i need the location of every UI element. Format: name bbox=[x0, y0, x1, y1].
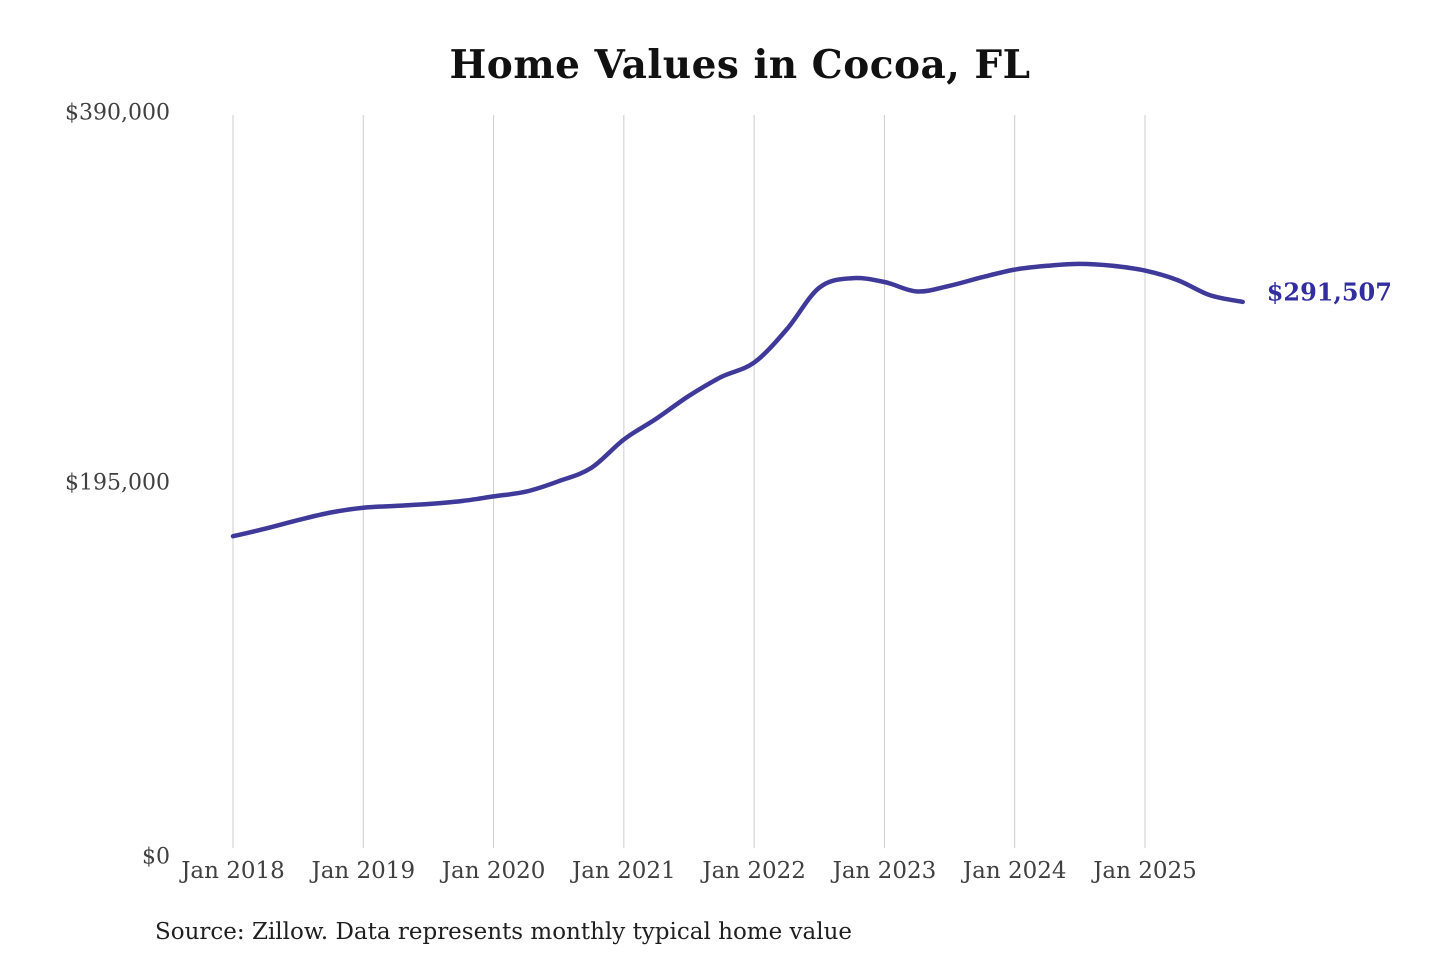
y-tick-label: $0 bbox=[142, 844, 170, 870]
x-tick-label: Jan 2018 bbox=[181, 858, 285, 884]
x-tick-label: Jan 2023 bbox=[832, 858, 937, 884]
y-tick-label: $195,000 bbox=[65, 470, 170, 496]
source-note: Source: Zillow. Data represents monthly … bbox=[155, 919, 853, 945]
x-tick-label: Jan 2019 bbox=[311, 858, 416, 884]
value-line bbox=[230, 261, 1245, 539]
x-tick-label: Jan 2025 bbox=[1093, 858, 1197, 884]
x-tick-label: Jan 2021 bbox=[572, 858, 676, 884]
chart-title: Home Values in Cocoa, FL bbox=[449, 42, 1031, 88]
x-tick-label: Jan 2020 bbox=[441, 858, 546, 884]
y-tick-label: $390,000 bbox=[65, 100, 170, 126]
x-tick-label: Jan 2024 bbox=[962, 858, 1067, 884]
current-value-label: $291,507 bbox=[1266, 277, 1392, 307]
x-tick-label: Jan 2022 bbox=[702, 858, 806, 884]
